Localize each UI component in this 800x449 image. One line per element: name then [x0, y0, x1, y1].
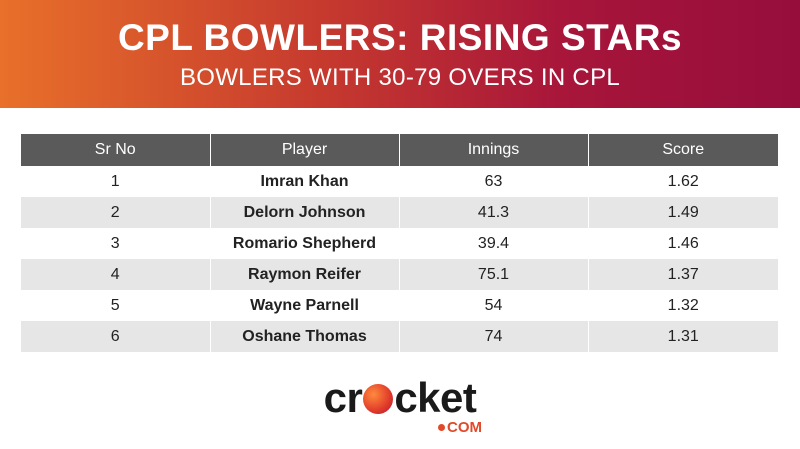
table-row: 1 Imran Khan 63 1.62 [21, 166, 778, 197]
player-cell: Imran Khan [210, 166, 400, 197]
innings-cell: 39.4 [399, 228, 589, 259]
logo-suffix-text: COM [447, 419, 482, 436]
sr-no-cell: 5 [21, 290, 211, 321]
cricket-com-logo: cr cket COM [0, 376, 800, 436]
title-banner: CPL BOWLERS: RISING STARs BOWLERS WITH 3… [0, 0, 800, 108]
column-header-innings: Innings [399, 134, 589, 166]
page-subtitle: BOWLERS WITH 30-79 OVERS IN CPL [179, 64, 621, 91]
player-cell: Romario Shepherd [210, 228, 400, 259]
player-cell: Oshane Thomas [210, 321, 400, 352]
dot-icon [438, 424, 445, 431]
innings-cell: 41.3 [399, 197, 589, 228]
logo-word-start: cr [323, 374, 363, 421]
bowlers-table: Sr No Player Innings Score 1 Imran Khan … [21, 134, 778, 352]
table-header-row: Sr No Player Innings Score [21, 134, 778, 166]
score-cell: 1.32 [588, 290, 778, 321]
table-row: 2 Delorn Johnson 41.3 1.49 [21, 197, 778, 228]
score-cell: 1.37 [588, 259, 778, 290]
table-row: 5 Wayne Parnell 54 1.32 [21, 290, 778, 321]
score-cell: 1.62 [588, 166, 778, 197]
innings-cell: 75.1 [399, 259, 589, 290]
table-row: 4 Raymon Reifer 75.1 1.37 [21, 259, 778, 290]
player-cell: Wayne Parnell [210, 290, 400, 321]
innings-cell: 74 [399, 321, 589, 352]
sr-no-cell: 3 [21, 228, 211, 259]
sr-no-cell: 4 [21, 259, 211, 290]
page-title: CPL BOWLERS: RISING STARs [117, 17, 683, 58]
innings-cell: 63 [399, 166, 589, 197]
sr-no-cell: 6 [21, 321, 211, 352]
sr-no-cell: 1 [21, 166, 211, 197]
column-header-player: Player [210, 134, 400, 166]
table-row: 3 Romario Shepherd 39.4 1.46 [21, 228, 778, 259]
column-header-score: Score [588, 134, 778, 166]
logo-word-end: cket [394, 374, 477, 421]
innings-cell: 54 [399, 290, 589, 321]
column-header-sr-no: Sr No [21, 134, 211, 166]
player-cell: Raymon Reifer [210, 259, 400, 290]
sr-no-cell: 2 [21, 197, 211, 228]
table-row: 6 Oshane Thomas 74 1.31 [21, 321, 778, 352]
score-cell: 1.49 [588, 197, 778, 228]
logo-domain-suffix: COM [0, 420, 800, 436]
player-cell: Delorn Johnson [210, 197, 400, 228]
score-cell: 1.31 [588, 321, 778, 352]
score-cell: 1.46 [588, 228, 778, 259]
logo-wordmark: cr cket [324, 376, 477, 420]
cricket-ball-icon [363, 384, 394, 414]
